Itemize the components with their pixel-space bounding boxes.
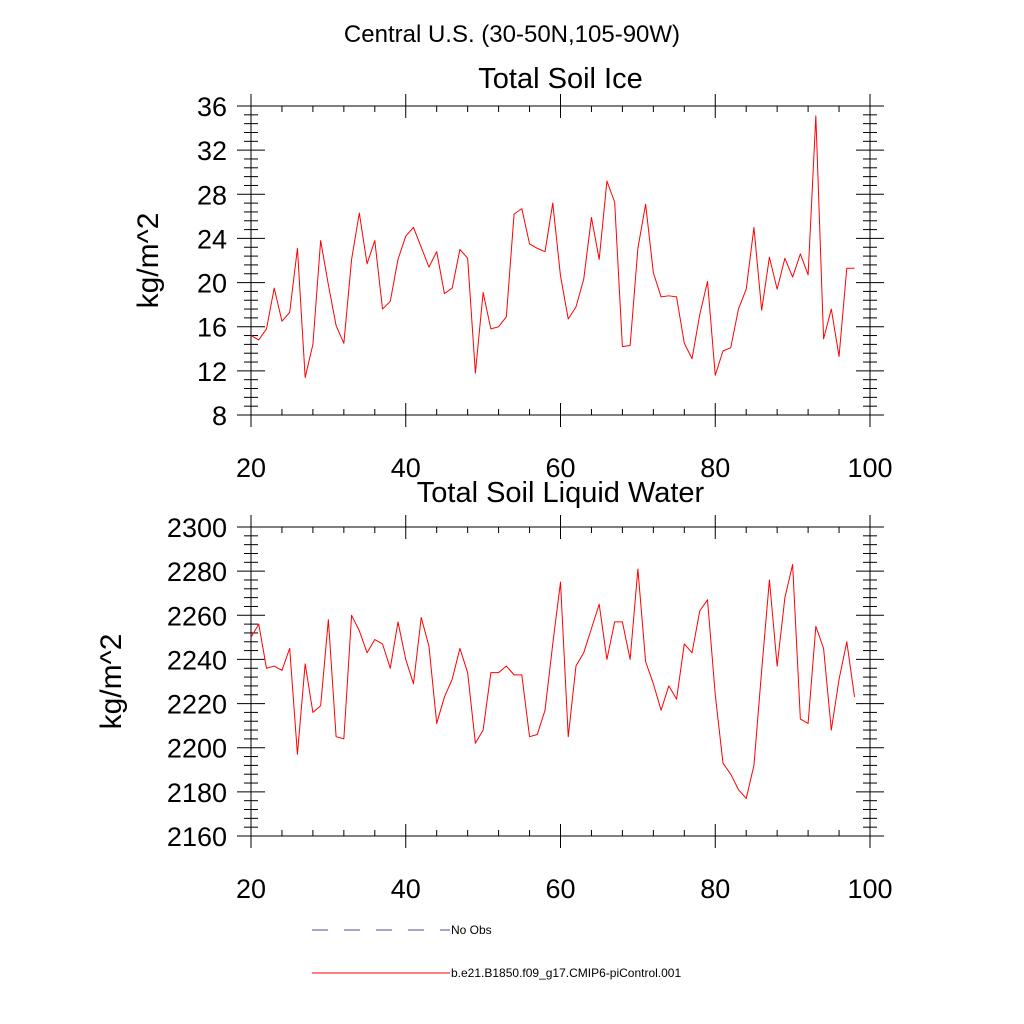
y-tick-label: 2260 xyxy=(167,601,227,631)
y-tick-label: 32 xyxy=(197,136,227,166)
y-axis-label: kg/m^2 xyxy=(95,634,128,730)
x-tick-label: 20 xyxy=(236,874,266,904)
legend: No Obs b.e21.B1850.f09_g17.CMIP6-piContr… xyxy=(312,923,681,980)
y-tick-label: 2200 xyxy=(167,734,227,764)
y-tick-label: 8 xyxy=(212,401,227,431)
series-line-soil-liquid-water xyxy=(250,564,856,799)
y-axis-label: kg/m^2 xyxy=(132,213,165,309)
x-tick-label: 100 xyxy=(847,874,892,904)
plot-frame xyxy=(250,526,871,837)
x-tick-label: 60 xyxy=(545,453,575,483)
y-tick-label: 12 xyxy=(197,357,227,387)
y-tick-label: 2160 xyxy=(167,822,227,852)
y-tick-label: 2300 xyxy=(167,513,227,543)
x-tick-label: 60 xyxy=(545,874,575,904)
x-tick-label: 100 xyxy=(847,453,892,483)
x-tick-label: 80 xyxy=(700,874,730,904)
y-tick-label: 2180 xyxy=(167,778,227,808)
y-tick-label: 28 xyxy=(197,180,227,210)
legend-label-no-obs: No Obs xyxy=(451,923,492,937)
chart-panel-soil-ice: Total Soil Ice kg/m^2 20 40 60 80 100 8 12 16 20 24… xyxy=(132,63,893,483)
y-tick-label: 2240 xyxy=(167,645,227,675)
y-tick-label: 16 xyxy=(197,313,227,343)
legend-label-model: b.e21.B1850.f09_g17.CMIP6-piControl.001 xyxy=(451,966,681,980)
x-tick-label: 20 xyxy=(236,453,266,483)
series-line-soil-ice xyxy=(250,115,855,378)
y-tick-label: 2220 xyxy=(167,690,227,720)
panel-title: Total Soil Ice xyxy=(478,63,642,95)
x-tick-label: 40 xyxy=(391,453,421,483)
y-tick-label: 2280 xyxy=(167,557,227,587)
figure-title: Central U.S. (30-50N,105-90W) xyxy=(344,21,680,48)
plot-frame xyxy=(250,105,871,416)
y-tick-label: 24 xyxy=(197,224,227,254)
chart-panel-soil-liquid-water: Total Soil Liquid Water kg/m^2 20 40 60 80 100… xyxy=(95,477,893,904)
x-tick-label: 40 xyxy=(391,874,421,904)
y-tick-label: 36 xyxy=(197,92,227,122)
x-tick-label: 80 xyxy=(700,453,730,483)
y-tick-label: 20 xyxy=(197,269,227,299)
panel-title: Total Soil Liquid Water xyxy=(417,477,705,509)
